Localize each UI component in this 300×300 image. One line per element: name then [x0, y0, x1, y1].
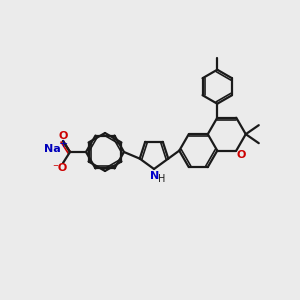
- Text: Na: Na: [44, 144, 60, 154]
- Text: O: O: [58, 131, 68, 141]
- Text: ⁻O: ⁻O: [52, 163, 68, 173]
- Text: N: N: [150, 171, 160, 181]
- Text: O: O: [237, 150, 246, 160]
- Text: H: H: [158, 174, 166, 184]
- Text: +: +: [58, 139, 68, 149]
